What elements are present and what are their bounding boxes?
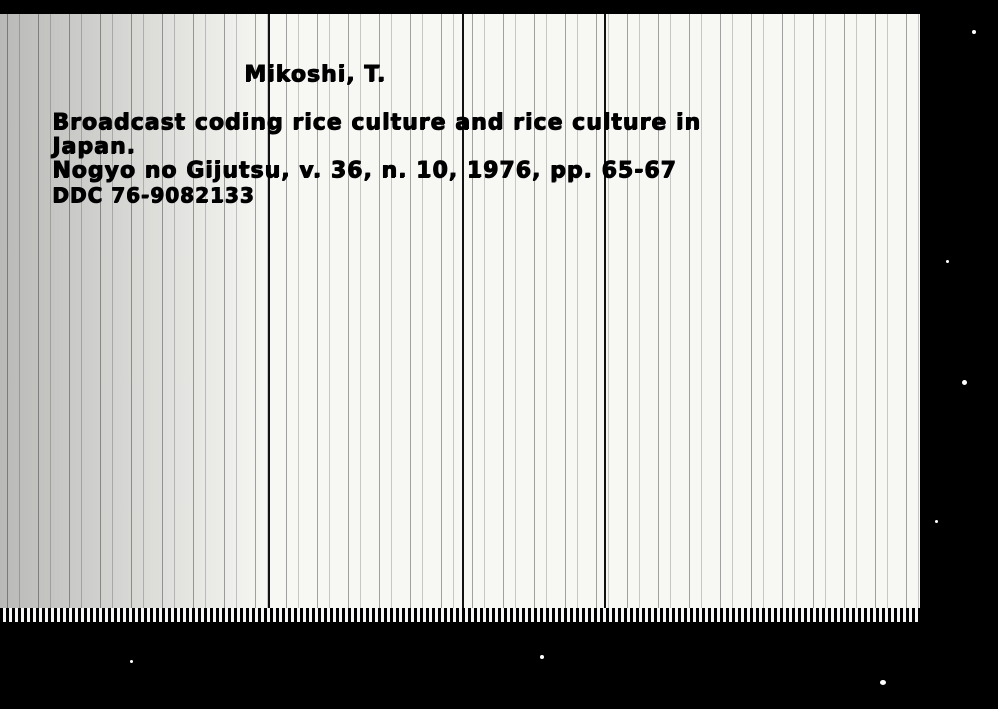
call-number: DDC 76-9082133 — [52, 183, 255, 207]
noise-speck — [962, 380, 967, 385]
noise-speck — [130, 660, 133, 663]
noise-speck — [972, 30, 976, 34]
title-line-2: Japan. — [52, 134, 136, 159]
card-text: Mikoshi, T. Broadcast coding rice cultur… — [52, 62, 872, 207]
author-name: Mikoshi, T. — [244, 62, 386, 87]
scan-line — [268, 14, 270, 622]
scan-line — [462, 14, 464, 622]
citation-details: v. 36, n. 10, 1976, pp. 65-67 — [298, 158, 677, 183]
title-line-1: Broadcast coding rice culture and rice c… — [52, 110, 701, 135]
journal-name: Nogyo no Gijutsu, — [52, 158, 291, 183]
index-card: Mikoshi, T. Broadcast coding rice cultur… — [0, 14, 920, 622]
noise-speck — [935, 520, 938, 523]
scan-line — [604, 14, 606, 622]
noise-speck — [540, 655, 544, 659]
source-line: Nogyo no Gijutsu, v. 36, n. 10, 1976, pp… — [52, 159, 872, 183]
card-bottom-edge — [0, 608, 920, 622]
noise-speck — [946, 260, 949, 263]
noise-speck — [880, 680, 886, 685]
